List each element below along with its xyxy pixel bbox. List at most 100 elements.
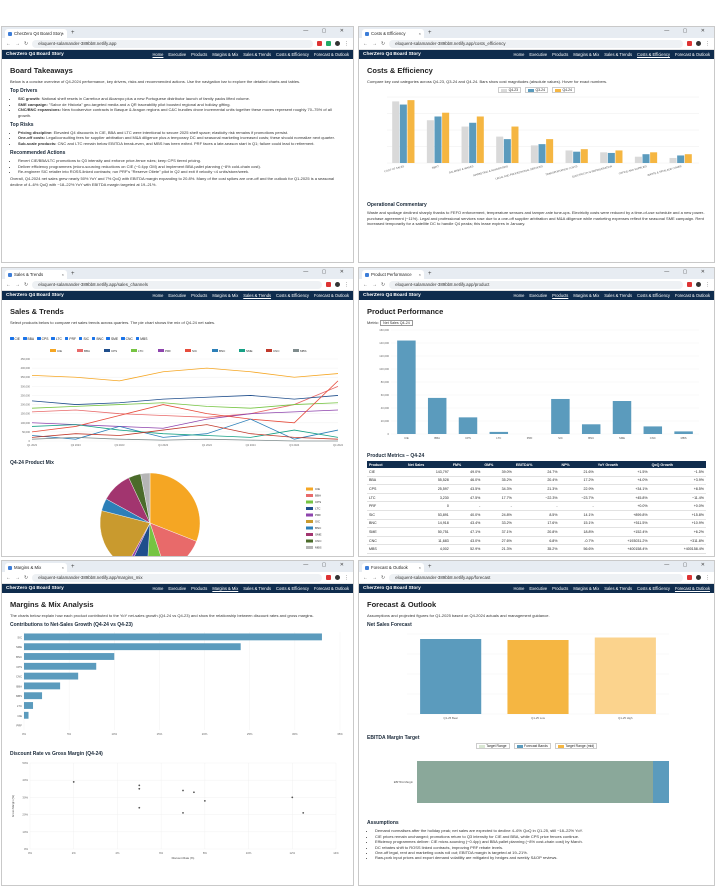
menu-icon[interactable]: ⋮ bbox=[344, 40, 349, 47]
legend-item[interactable]: Target Range (mid) bbox=[554, 743, 598, 750]
legend-item[interactable]: Q3-24 bbox=[525, 87, 548, 94]
window-controls[interactable]: — ▢ ✕ bbox=[303, 28, 350, 34]
menu-icon[interactable]: ⋮ bbox=[705, 574, 710, 581]
nav-home[interactable]: Home bbox=[152, 586, 164, 591]
close-icon[interactable]: × bbox=[418, 565, 421, 570]
nav-margins[interactable]: Margins & Mix bbox=[212, 293, 239, 298]
reload-icon[interactable]: ↻ bbox=[381, 281, 386, 288]
new-tab-button[interactable]: + bbox=[428, 271, 432, 277]
menu-icon[interactable]: ⋮ bbox=[705, 281, 710, 288]
extension-icon[interactable] bbox=[326, 282, 331, 287]
new-tab-button[interactable]: + bbox=[428, 564, 432, 570]
browser-tab[interactable]: Forecast & Outlook × bbox=[362, 563, 424, 572]
close-icon[interactable]: × bbox=[61, 565, 64, 570]
reload-icon[interactable]: ↻ bbox=[381, 40, 386, 47]
forward-icon[interactable]: → bbox=[15, 281, 20, 288]
extension-icon[interactable] bbox=[326, 575, 331, 580]
url-input[interactable]: eloquent-salamander-389bb8.netlify.app/c… bbox=[389, 39, 683, 48]
back-icon[interactable]: ← bbox=[363, 281, 368, 288]
profile-icon[interactable] bbox=[335, 41, 340, 46]
nav-products[interactable]: Products bbox=[552, 52, 569, 57]
profile-icon[interactable] bbox=[696, 575, 701, 580]
reload-icon[interactable]: ↻ bbox=[24, 40, 29, 47]
menu-icon[interactable]: ⋮ bbox=[344, 281, 349, 288]
nav-margins[interactable]: Margins & Mix bbox=[573, 586, 600, 591]
browser-tab[interactable]: CherZero Q4 Board Story × bbox=[5, 29, 67, 38]
product-checkbox[interactable]: MBS bbox=[135, 337, 147, 341]
url-input[interactable]: eloquent-salamander-389bb8.netlify.app/s… bbox=[32, 280, 322, 289]
site-brand[interactable]: CherZero Q4 Board Story bbox=[6, 293, 64, 298]
nav-home[interactable]: Home bbox=[152, 52, 164, 57]
url-input[interactable]: eloquent-salamander-389bb8.netlify.app/p… bbox=[389, 280, 683, 289]
url-input[interactable]: eloquent-salamander-389bb8.netlify.app/m… bbox=[32, 573, 322, 582]
nav-forecast[interactable]: Forecast & Outlook bbox=[674, 586, 710, 591]
back-icon[interactable]: ← bbox=[363, 574, 368, 581]
forward-icon[interactable]: → bbox=[372, 281, 377, 288]
back-icon[interactable]: ← bbox=[6, 281, 11, 288]
nav-margins[interactable]: Margins & Mix bbox=[212, 586, 239, 591]
site-brand[interactable]: CherZero Q4 Board Story bbox=[363, 293, 421, 298]
product-checkbox[interactable]: CPS bbox=[37, 337, 48, 341]
product-checkbox[interactable]: SME bbox=[106, 337, 118, 341]
site-brand[interactable]: CherZero Q4 Board Story bbox=[363, 586, 421, 591]
forward-icon[interactable]: → bbox=[15, 40, 20, 47]
nav-sales[interactable]: Sales & Trends bbox=[243, 293, 272, 298]
profile-icon[interactable] bbox=[335, 282, 340, 287]
nav-forecast[interactable]: Forecast & Outlook bbox=[674, 293, 710, 298]
url-input[interactable]: eloquent-salamander-389bb8.netlify.app bbox=[32, 39, 313, 48]
new-tab-button[interactable]: + bbox=[71, 30, 75, 36]
nav-sales[interactable]: Sales & Trends bbox=[243, 586, 272, 591]
nav-executive[interactable]: Executive bbox=[168, 586, 187, 591]
close-icon[interactable]: × bbox=[418, 31, 421, 36]
menu-icon[interactable]: ⋮ bbox=[344, 574, 349, 581]
browser-tab[interactable]: Product Performance × bbox=[362, 270, 424, 279]
profile-icon[interactable] bbox=[696, 282, 701, 287]
product-checkbox[interactable]: BBA bbox=[23, 337, 34, 341]
close-icon[interactable]: × bbox=[418, 272, 421, 277]
legend-item[interactable]: Forecast Bands bbox=[513, 743, 551, 750]
extension-icon[interactable] bbox=[317, 41, 322, 46]
nav-forecast[interactable]: Forecast & Outlook bbox=[674, 52, 710, 57]
nav-executive[interactable]: Executive bbox=[529, 586, 548, 591]
extension-icon[interactable] bbox=[687, 575, 692, 580]
nav-costs[interactable]: Costs & Efficiency bbox=[637, 293, 670, 298]
nav-forecast[interactable]: Forecast & Outlook bbox=[313, 293, 349, 298]
new-tab-button[interactable]: + bbox=[428, 30, 432, 36]
back-icon[interactable]: ← bbox=[6, 574, 11, 581]
nav-home[interactable]: Home bbox=[513, 293, 525, 298]
reload-icon[interactable]: ↻ bbox=[24, 574, 29, 581]
nav-costs[interactable]: Costs & Efficiency bbox=[276, 52, 309, 57]
product-checkbox[interactable]: BNC bbox=[91, 337, 103, 341]
browser-tab[interactable]: Sales & Trends × bbox=[5, 270, 67, 279]
nav-margins[interactable]: Margins & Mix bbox=[573, 293, 600, 298]
nav-forecast[interactable]: Forecast & Outlook bbox=[313, 586, 349, 591]
nav-products[interactable]: Products bbox=[552, 293, 569, 298]
browser-tab[interactable]: Margins & Mix × bbox=[5, 563, 67, 572]
browser-tab[interactable]: Costs & Efficiency × bbox=[362, 29, 424, 38]
nav-executive[interactable]: Executive bbox=[529, 293, 548, 298]
nav-home[interactable]: Home bbox=[513, 586, 525, 591]
profile-icon[interactable] bbox=[696, 41, 701, 46]
extension-icon[interactable] bbox=[687, 41, 692, 46]
metric-select[interactable]: Net Sales Q4-24 bbox=[380, 320, 413, 326]
extension-icon[interactable] bbox=[326, 41, 331, 46]
nav-executive[interactable]: Executive bbox=[168, 52, 187, 57]
site-brand[interactable]: CherZero Q4 Board Story bbox=[6, 586, 64, 591]
reload-icon[interactable]: ↻ bbox=[24, 281, 29, 288]
legend-item[interactable]: Target Range bbox=[475, 743, 510, 750]
profile-icon[interactable] bbox=[335, 575, 340, 580]
nav-home[interactable]: Home bbox=[513, 52, 525, 57]
nav-executive[interactable]: Executive bbox=[529, 52, 548, 57]
url-input[interactable]: eloquent-salamander-389bb8.netlify.app/f… bbox=[389, 573, 683, 582]
nav-margins[interactable]: Margins & Mix bbox=[573, 52, 600, 57]
back-icon[interactable]: ← bbox=[6, 40, 11, 47]
close-icon[interactable]: × bbox=[61, 272, 64, 277]
forward-icon[interactable]: → bbox=[372, 40, 377, 47]
nav-sales[interactable]: Sales & Trends bbox=[604, 52, 633, 57]
back-icon[interactable]: ← bbox=[363, 40, 368, 47]
nav-forecast[interactable]: Forecast & Outlook bbox=[313, 52, 349, 57]
nav-sales[interactable]: Sales & Trends bbox=[243, 52, 272, 57]
forward-icon[interactable]: → bbox=[372, 574, 377, 581]
forward-icon[interactable]: → bbox=[15, 574, 20, 581]
nav-products[interactable]: Products bbox=[552, 586, 569, 591]
